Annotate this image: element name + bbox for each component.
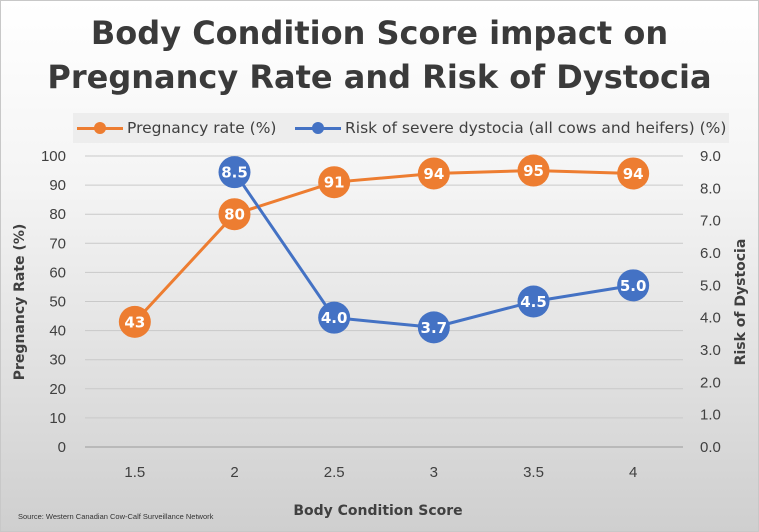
y-tick-label-70: 70	[49, 235, 66, 252]
y-tick-label-60: 60	[49, 264, 66, 281]
data-point-1-4	[617, 269, 650, 302]
x-tick-label-2.5: 2.5	[324, 464, 345, 481]
y-tick-label-10: 10	[49, 410, 66, 427]
data-point-1-2	[218, 156, 251, 189]
y2-tick-label-9.0: 9.0	[700, 148, 721, 165]
data-label-1-2.5: 4.0	[321, 309, 348, 327]
x-axis-title: Body Condition Score	[293, 503, 462, 519]
data-label-1-4: 5.0	[620, 277, 647, 295]
y2-tick-label-0.0: 0.0	[700, 439, 721, 456]
data-label-0-3.5: 95	[523, 162, 544, 180]
data-label-1-2: 8.5	[221, 164, 248, 182]
y2-tick-label-8.0: 8.0	[700, 180, 721, 197]
y-axis-title: Pregnancy Rate (%)	[12, 224, 28, 380]
x-tick-label-3.5: 3.5	[523, 464, 544, 481]
data-point-0-2.5	[318, 166, 351, 199]
y2-tick-label-1.0: 1.0	[700, 407, 721, 424]
y-tick-label-0: 0	[58, 439, 66, 456]
data-label-0-2: 80	[224, 206, 245, 224]
x-tick-label-4: 4	[629, 464, 637, 481]
legend-swatch-blue-line-marker	[295, 122, 341, 134]
chart-title-line-1: Body Condition Score impact on	[90, 14, 669, 52]
y2-tick-label-2.0: 2.0	[700, 374, 721, 391]
legend-label-pregnancy-rate: Pregnancy rate (%)	[127, 119, 277, 137]
legend-swatch-orange-line-marker	[77, 122, 123, 134]
data-point-0-1.5	[118, 305, 151, 338]
chart-title-line-2: Pregnancy Rate and Risk of Dystocia	[47, 58, 712, 96]
y-tick-label-90: 90	[49, 177, 66, 194]
data-point-1-2.5	[318, 301, 351, 334]
series-line-0	[133, 169, 634, 323]
x-tick-label-1.5: 1.5	[124, 464, 145, 481]
y-tick-label-80: 80	[49, 206, 66, 223]
y2-axis-title: Risk of Dystocia	[733, 239, 749, 366]
data-label-1-3: 3.7	[421, 319, 448, 337]
y-tick-label-30: 30	[49, 352, 66, 369]
data-point-0-4	[617, 157, 650, 190]
data-label-0-3: 94	[423, 165, 444, 183]
chart-legend: Pregnancy rate (%) Risk of severe dystoc…	[73, 113, 729, 143]
x-tick-label-2: 2	[230, 464, 238, 481]
data-point-0-3.5	[517, 154, 550, 187]
y2-tick-label-6.0: 6.0	[700, 245, 721, 262]
y-tick-label-20: 20	[49, 381, 66, 398]
data-point-1-3.5	[517, 285, 550, 318]
data-point-1-3	[417, 311, 450, 344]
y2-tick-label-4.0: 4.0	[700, 310, 721, 327]
legend-label-dystocia-risk: Risk of severe dystocia (all cows and he…	[345, 119, 727, 137]
data-point-0-2	[218, 198, 251, 231]
source-note: Source: Western Canadian Cow-Calf Survei…	[18, 512, 214, 521]
legend-item-pregnancy-rate: Pregnancy rate (%)	[77, 113, 276, 143]
data-label-0-1.5: 43	[124, 313, 145, 331]
data-label-0-4: 94	[623, 165, 644, 183]
y-tick-label-100: 100	[41, 148, 66, 165]
y-tick-label-50: 50	[49, 294, 66, 311]
data-label-1-3.5: 4.5	[520, 293, 547, 311]
y2-tick-label-7.0: 7.0	[700, 213, 721, 230]
legend-item-dystocia-risk: Risk of severe dystocia (all cows and he…	[295, 113, 726, 143]
x-tick-label-3: 3	[430, 464, 438, 481]
y2-tick-label-5.0: 5.0	[700, 277, 721, 294]
y-tick-label-40: 40	[49, 323, 66, 340]
data-point-0-3	[417, 157, 450, 190]
data-label-0-2.5: 91	[324, 174, 345, 192]
y2-tick-label-3.0: 3.0	[700, 342, 721, 359]
